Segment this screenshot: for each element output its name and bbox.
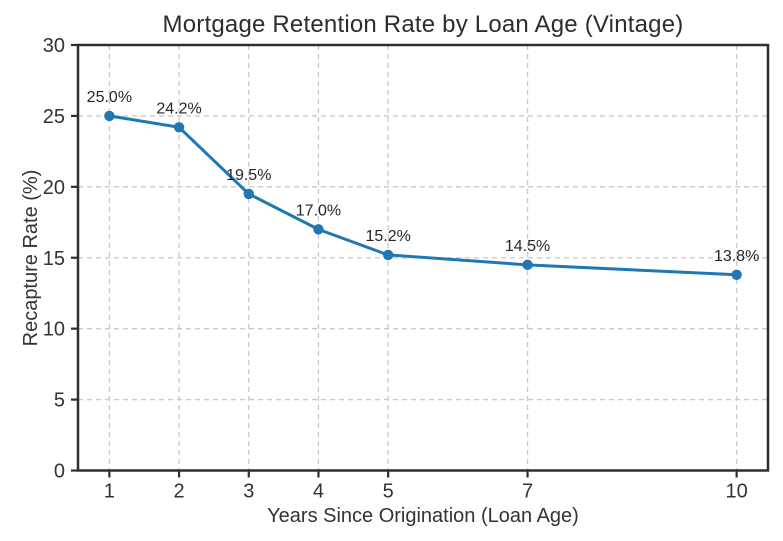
chart-title: Mortgage Retention Rate by Loan Age (Vin… xyxy=(162,11,684,38)
x-tick-label-5: 5 xyxy=(383,481,394,503)
y-tick-label-5: 5 xyxy=(54,390,65,412)
y-tick-label-30: 30 xyxy=(43,35,65,57)
data-point-label-5: 15.2% xyxy=(365,228,410,245)
y-tick-label-20: 20 xyxy=(43,177,65,199)
x-tick-label-7: 7 xyxy=(522,481,533,503)
data-point-label-7: 14.5% xyxy=(505,238,550,255)
x-tick-label-4: 4 xyxy=(313,481,324,503)
y-tick-label-10: 10 xyxy=(43,319,65,341)
y-tick-label-15: 15 xyxy=(43,248,65,270)
data-point-label-3: 19.5% xyxy=(226,167,271,184)
data-point-5 xyxy=(382,249,394,261)
y-tick-label-0: 0 xyxy=(54,461,65,483)
data-point-3 xyxy=(243,188,254,200)
series-line xyxy=(107,114,739,277)
x-tick-label-3: 3 xyxy=(243,481,254,503)
x-tick-label-2: 2 xyxy=(173,481,184,503)
data-point-1 xyxy=(104,110,115,122)
x-tick-label-10: 10 xyxy=(726,481,748,503)
data-point-2 xyxy=(173,122,185,133)
y-axis-label: Recapture Rate (%) xyxy=(20,169,42,347)
data-point-7 xyxy=(522,259,533,271)
data-point-10 xyxy=(731,269,742,280)
data-point-label-10: 13.8% xyxy=(714,248,759,265)
y-tick-label-25: 25 xyxy=(43,106,65,128)
x-tick-label-1: 1 xyxy=(104,481,115,503)
data-point-label-1: 25.0% xyxy=(87,89,132,106)
x-axis-label: Years Since Origination (Loan Age) xyxy=(267,505,579,527)
data-point-4 xyxy=(313,224,324,235)
data-point-label-4: 17.0% xyxy=(296,202,341,219)
data-point-label-2: 24.2% xyxy=(156,100,201,117)
